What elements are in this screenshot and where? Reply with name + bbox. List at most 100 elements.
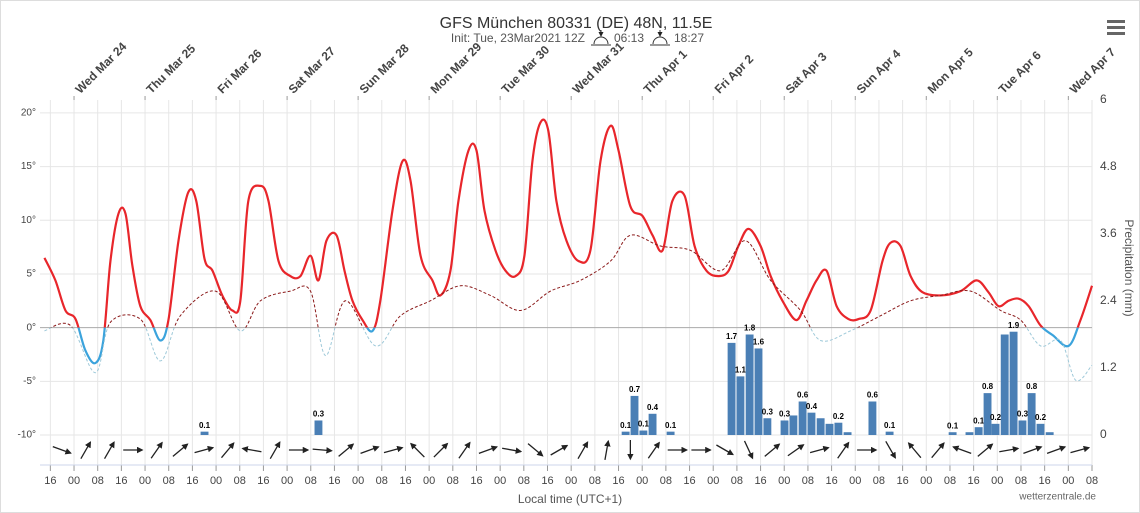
line: [43, 118, 1094, 328]
x-tick-label: 00: [565, 475, 577, 487]
bar: [736, 376, 745, 435]
bar-label: 0.2: [1035, 413, 1047, 422]
wind-arrow: [360, 445, 380, 455]
bar-label: 1.6: [753, 338, 765, 347]
wind-arrow-shaft: [999, 446, 1020, 453]
bar-label: 0.1: [884, 421, 896, 430]
wind-arrow: [433, 442, 449, 458]
y-tick-label: 15°: [21, 161, 36, 172]
x-tick-label: 00: [352, 475, 364, 487]
sunrise-icon: [591, 30, 611, 46]
wind-arrow: [787, 444, 805, 457]
bar-label: 0.3: [762, 407, 774, 416]
wind-arrow-shaft: [1046, 445, 1067, 455]
bar: [789, 415, 798, 435]
bar: [1027, 393, 1036, 435]
x-tick-label: 08: [163, 475, 175, 487]
bar: [630, 395, 639, 435]
x-tick-label: 00: [778, 475, 790, 487]
y2-tick-label: 2.4: [1100, 293, 1117, 307]
bar: [868, 401, 877, 435]
y2-tick-label: 0: [1100, 427, 1107, 441]
bar-label: 0.8: [982, 382, 994, 391]
wind-arrow: [338, 443, 355, 457]
bar: [834, 422, 843, 435]
wind-arrow: [764, 443, 781, 457]
x-tick-label: 16: [115, 475, 127, 487]
subtitle: Init: Tue, 23Mar2021 12Z: [451, 31, 585, 45]
sunrise: 06:13: [614, 31, 644, 45]
bar: [666, 431, 675, 435]
y-tick-label: 0°: [26, 322, 36, 333]
x-tick-label: 08: [92, 475, 104, 487]
bar-label: 0.3: [313, 410, 325, 419]
wind-arrow: [220, 442, 235, 459]
x-tick-label: 16: [1039, 475, 1051, 487]
bar: [200, 431, 209, 435]
wind-arrow: [999, 446, 1020, 453]
x-tick-label: 08: [944, 475, 956, 487]
bar-label: 0.6: [797, 391, 809, 400]
x-tick-label: 08: [518, 475, 530, 487]
bar: [816, 418, 825, 435]
bar-label: 0.2: [990, 413, 1002, 422]
y2-tick-label: 6: [1100, 92, 1107, 106]
wind-arrow-shaft: [410, 442, 425, 458]
wind-arrow-shaft: [103, 441, 115, 459]
x-tick-label: 08: [447, 475, 459, 487]
x-tick-label: 16: [470, 475, 482, 487]
bar-label: 0.3: [779, 410, 791, 419]
x-tick-label: 00: [68, 475, 80, 487]
bar: [983, 393, 992, 435]
wind-arrow-shaft: [550, 444, 569, 456]
wind-arrow: [977, 443, 994, 457]
wind-arrow-shaft: [907, 442, 922, 459]
x-tick-label: 00: [210, 475, 222, 487]
wind-arrow: [907, 442, 922, 459]
bar-label: 0.1: [973, 416, 985, 425]
wind-arrow: [410, 442, 425, 458]
wind-arrow-shaft: [241, 446, 262, 453]
wind-arrow-shaft: [80, 441, 92, 459]
wind-arrow: [502, 447, 523, 454]
menu-button[interactable]: [1107, 20, 1125, 35]
wind-arrow: [80, 441, 92, 459]
wind-arrow-shaft: [837, 441, 850, 459]
wind-arrow-shaft: [220, 442, 235, 459]
bar: [798, 401, 807, 435]
wind-arrow-shaft: [458, 441, 471, 459]
x-tick-label: 16: [44, 475, 56, 487]
x-tick-label: 00: [1062, 475, 1074, 487]
wind-arrow: [647, 441, 660, 459]
bar: [825, 423, 834, 435]
bar: [807, 412, 816, 435]
wind-arrow: [577, 441, 589, 459]
wind-arrow: [194, 445, 215, 454]
wind-arrow: [458, 441, 471, 459]
bar: [639, 430, 648, 435]
wind-arrow: [103, 441, 115, 459]
wind-arrow-shaft: [383, 445, 404, 454]
x-tick-label: 16: [754, 475, 766, 487]
y-tick-label: 5°: [26, 269, 36, 280]
bar-label: 1.1: [735, 365, 747, 374]
bar-label: 1.9: [1008, 321, 1020, 330]
wind-arrow: [1070, 445, 1091, 454]
bar-label: 0.1: [638, 420, 650, 429]
wind-arrow: [809, 445, 830, 454]
y2-axis-title: Precipitation (mm): [1122, 219, 1136, 316]
bar: [745, 334, 754, 435]
wind-arrow-shaft: [172, 443, 189, 457]
wind-arrow: [931, 442, 945, 459]
x-tick-label: 16: [399, 475, 411, 487]
x-tick-label: 08: [1015, 475, 1027, 487]
wind-arrow-shaft: [952, 445, 972, 455]
wind-arrow: [952, 445, 972, 455]
bar: [991, 423, 1000, 435]
bar-label: 0.1: [199, 421, 211, 430]
wind-arrow-shaft: [1070, 445, 1091, 454]
wind-arrow-shaft: [647, 441, 660, 459]
x-tick-label: 00: [849, 475, 861, 487]
y-tick-label: -10°: [18, 430, 36, 441]
